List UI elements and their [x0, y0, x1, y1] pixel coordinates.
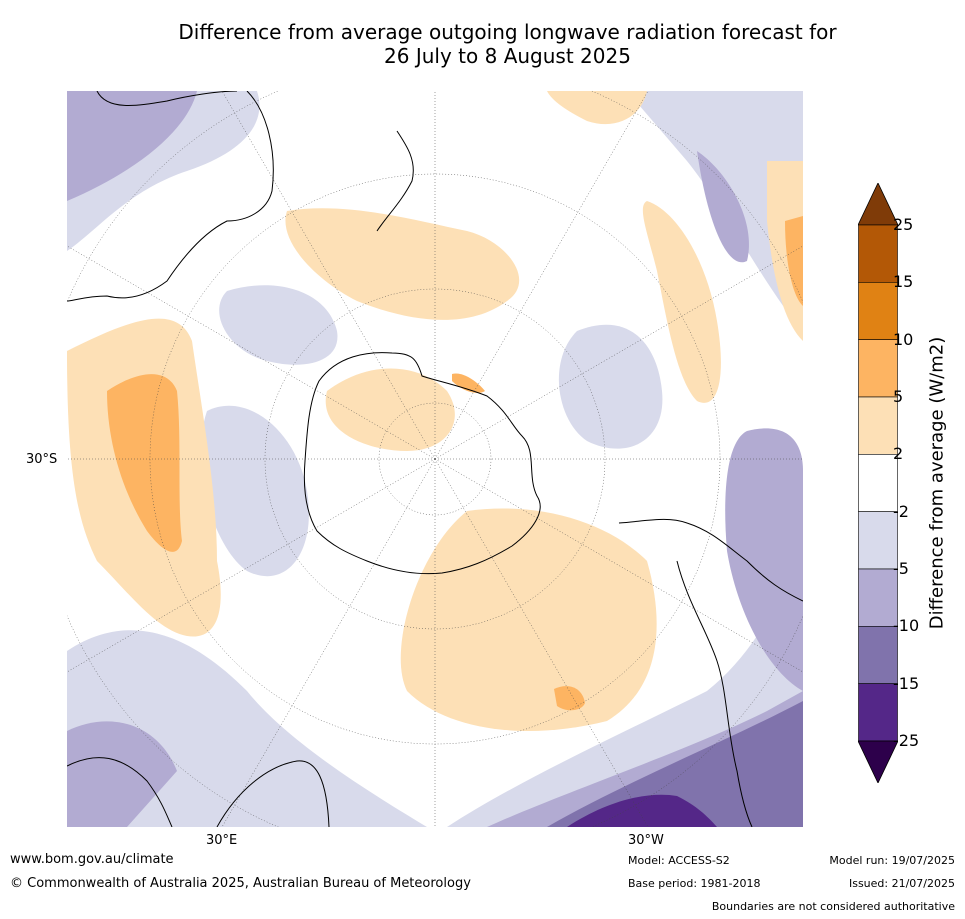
anomaly-region-neg10-bottomright: [547, 701, 803, 827]
lon-label-30e: 30°E: [206, 833, 238, 848]
anomaly-region-neg-south-left: [200, 405, 309, 577]
anomaly-region-neg-center-right: [558, 324, 663, 449]
south-america-coastline: [618, 518, 803, 827]
footer-base-period: Base period: 1981-2018: [628, 877, 761, 890]
colorbar-tick-label: 2: [893, 444, 904, 464]
colorbar-segment: [858, 454, 898, 512]
colorbar-tick-label: -2: [893, 501, 909, 521]
footer-website: www.bom.gov.au/climate: [10, 852, 174, 867]
anomaly-region-neg5-right: [725, 428, 803, 691]
colorbar-tick-label: -10: [893, 616, 920, 636]
colorbar-segment: [858, 224, 898, 283]
polar-map: [67, 91, 803, 827]
grid-circle-0: [378, 402, 492, 516]
anomaly-region-pos5-west: [107, 374, 182, 552]
anomaly-region-neg5-topright: [697, 151, 749, 263]
colorbar-segment: [858, 511, 898, 570]
anomaly-region-pos5-south: [554, 686, 585, 711]
footer-model: Model: ACCESS-S2: [628, 854, 730, 867]
colorbar-segment: [858, 339, 898, 398]
colorbar-extend-top: [858, 183, 898, 226]
colorbar-tick-label: 15: [893, 272, 914, 292]
footer-disclaimer: Boundaries are not considered authoritat…: [711, 900, 955, 913]
colorbar-tick-label: 5: [893, 387, 904, 406]
colorbar-title: Difference from average (W/m2): [926, 336, 948, 630]
colorbar-segment: [858, 683, 898, 742]
colorbar-segment: [858, 626, 898, 684]
colorbar-extend-bottom: [858, 740, 898, 783]
colorbar-tick-label: 10: [893, 329, 914, 349]
colorbar-segment: [858, 396, 898, 455]
anomaly-region-neg5-bottomleft: [67, 721, 177, 827]
colorbar-tick-label: 25: [893, 215, 914, 234]
antarctica-coastline: [303, 352, 541, 575]
colorbar-segment: [858, 568, 898, 627]
anomaly-region-pos-antarctic: [325, 368, 455, 451]
lon-label-30w: 30°W: [628, 833, 664, 848]
anomaly-region-pos5-antarctic: [452, 373, 485, 393]
colorbar-tick-label: -5: [893, 559, 909, 578]
anomaly-region-pos-far-east: [767, 161, 803, 341]
anomaly-region-pos5-far-east: [785, 216, 803, 306]
anomaly-region-neg-center-left: [219, 285, 338, 365]
anomaly-region-pos-south: [400, 508, 657, 731]
footer-copyright: © Commonwealth of Australia 2025, Austra…: [10, 876, 471, 891]
colorbar-segment: [858, 282, 898, 340]
anomaly-region-neg5-topleft: [67, 91, 197, 201]
lat-label-30s: 30°S: [26, 452, 58, 467]
colorbar-tick-label: -25: [893, 731, 920, 750]
australia-coastline: [67, 91, 274, 302]
new-zealand-coastline: [376, 130, 414, 232]
africa-coastline: [67, 757, 330, 827]
footer-model-run: Model run: 19/07/2025: [829, 854, 955, 867]
anomaly-region-pos-top-right: [547, 91, 647, 125]
anomaly-region-pos-east: [642, 201, 721, 403]
title-line-1: Difference from average outgoing longwav…: [178, 20, 837, 44]
chart-title: Difference from average outgoing longwav…: [60, 20, 955, 68]
anomaly-region-neg15-bottom: [567, 794, 717, 827]
grid-circle-1: [264, 288, 606, 630]
title-line-2: 26 July to 8 August 2025: [384, 44, 631, 68]
colorbar-tick-label: -15: [893, 673, 920, 693]
footer-issued: Issued: 21/07/2025: [848, 877, 955, 890]
colorbar: [858, 183, 898, 783]
grid-meridians: [67, 91, 803, 827]
anomaly-region-pos-north: [285, 208, 520, 320]
anomaly-region-neg-right: [627, 91, 803, 331]
